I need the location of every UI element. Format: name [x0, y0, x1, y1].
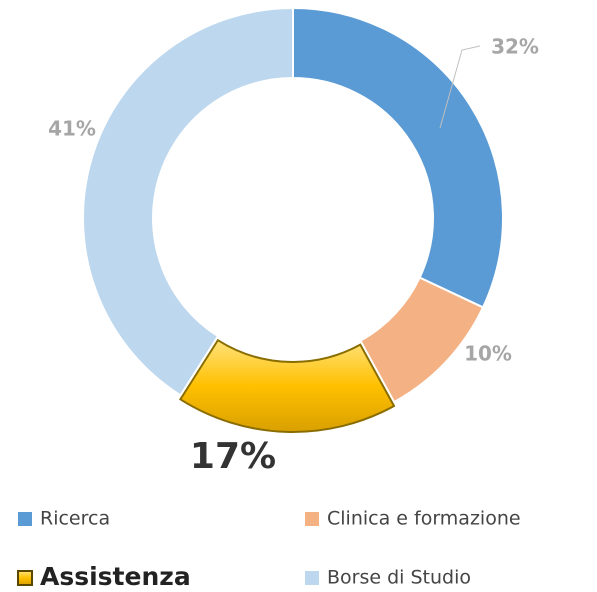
legend-swatch: [305, 571, 319, 585]
legend-swatch: [18, 512, 32, 526]
legend-label: Ricerca: [40, 508, 110, 530]
donut-slice: [292, 6, 504, 309]
legend-label: Assistenza: [40, 562, 191, 591]
data-label: 41%: [48, 117, 96, 141]
data-label: 17%: [190, 436, 276, 477]
data-label: 32%: [491, 35, 539, 59]
donut-slice: [359, 276, 485, 404]
legend-label: Clinica e formazione: [327, 508, 521, 530]
leader-line: [439, 45, 481, 129]
legend-swatch: [305, 512, 319, 526]
data-label: 10%: [464, 342, 512, 366]
legend-swatch: [17, 570, 33, 586]
legend-label: Borse di Studio: [327, 567, 471, 589]
donut-slice: [178, 338, 396, 433]
donut-slice: [82, 6, 294, 397]
